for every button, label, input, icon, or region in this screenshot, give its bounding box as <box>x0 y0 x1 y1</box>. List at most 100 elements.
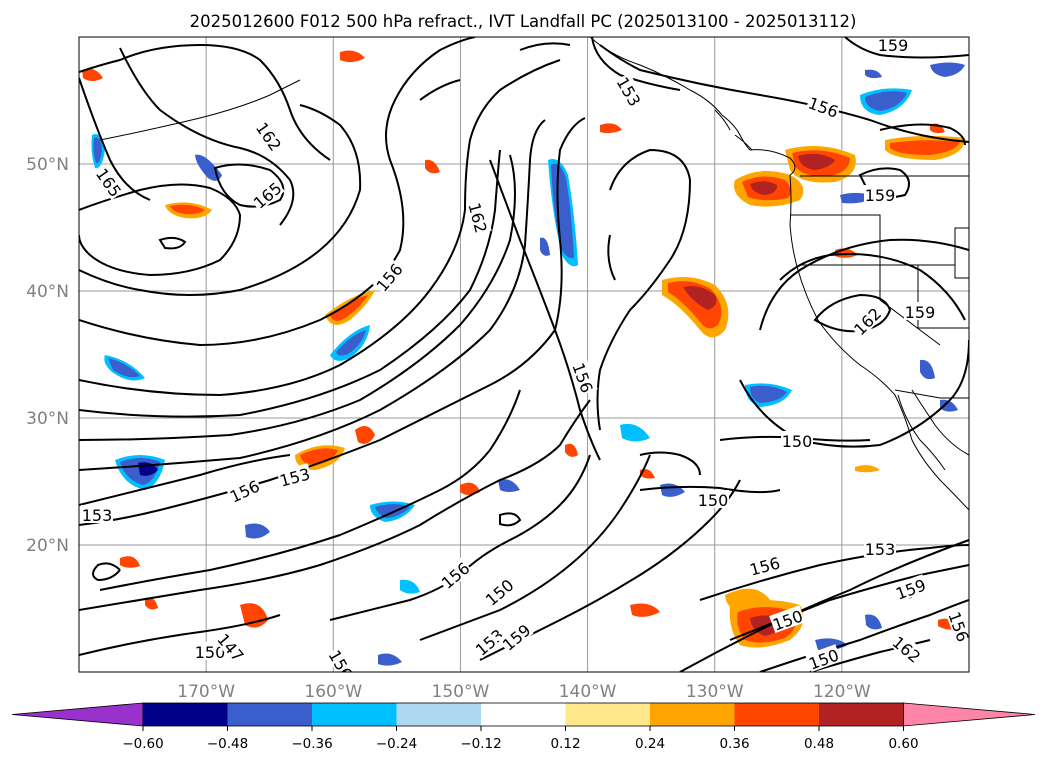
colorbar-segment <box>650 703 735 726</box>
contour-line <box>419 79 461 101</box>
contour-line <box>79 59 561 397</box>
patch-pos <box>330 295 368 321</box>
patch-neg <box>378 653 402 666</box>
lat-tick-label: 40°N <box>26 282 69 302</box>
state-border-3 <box>879 265 941 346</box>
contour-line <box>599 44 969 143</box>
colorbar-segment <box>734 703 819 726</box>
colorbar-extend-max <box>903 702 1036 727</box>
patch-pos <box>683 286 717 310</box>
contour-line <box>79 37 476 347</box>
contour-label-text: 150 <box>195 643 226 662</box>
lat-tick-label: 50°N <box>26 155 69 175</box>
colorbar-tick-label: −0.12 <box>460 736 501 752</box>
contour-line <box>639 485 781 494</box>
contour-line <box>519 42 571 51</box>
contour-line <box>779 253 966 321</box>
state-border-4 <box>917 265 969 329</box>
contour-line <box>92 562 121 582</box>
contour-line <box>79 183 242 277</box>
colorbar-tick-label: 0.36 <box>719 736 749 752</box>
patch-neg <box>815 638 848 651</box>
patch-neg <box>195 154 222 181</box>
contour-line <box>639 451 701 476</box>
colorbar-segment <box>312 703 397 726</box>
colorbar-outline <box>142 702 904 727</box>
patch-neg <box>540 237 550 256</box>
contour-label: 150 <box>805 644 841 672</box>
contour-label: 156 <box>746 552 783 580</box>
contour-line <box>329 454 591 621</box>
patch-pos <box>300 448 338 465</box>
patch-neg <box>400 579 420 594</box>
baja <box>897 394 946 471</box>
patch-neg <box>620 423 650 442</box>
contour-label-text: 159 <box>905 303 936 322</box>
patch-neg <box>865 69 882 79</box>
patch-pos <box>340 50 365 63</box>
contour-line <box>879 123 966 146</box>
contour-line <box>158 236 187 250</box>
contour-line <box>813 293 892 333</box>
gulf-california <box>911 389 969 456</box>
map-background <box>79 37 969 672</box>
patch-neg <box>108 358 140 378</box>
contour-label: 150 <box>194 642 226 662</box>
contour-line <box>79 149 501 418</box>
contour-line <box>419 454 651 641</box>
contour-label: 150 <box>697 490 729 510</box>
contour-label: 159 <box>877 36 909 55</box>
patch-pos <box>600 123 622 134</box>
lat-tick-label: 20°N <box>26 536 69 556</box>
contour-label: 159 <box>904 302 936 322</box>
alaska-coast <box>589 37 796 176</box>
contour-line <box>79 454 291 506</box>
patch-neg <box>498 479 520 492</box>
patch-neg <box>336 330 366 356</box>
lon-tick-label: 140°W <box>559 682 617 702</box>
aleutian-chain <box>99 79 301 141</box>
contour-line <box>99 389 521 591</box>
colorbar-tick-label: −0.36 <box>291 736 332 752</box>
lon-tick-label: 160°W <box>304 682 362 702</box>
height-contours <box>79 37 969 672</box>
contour-line <box>607 234 616 281</box>
contour-label-text: 159 <box>878 36 909 55</box>
na-west-coast <box>789 174 969 511</box>
contour-line <box>79 614 281 656</box>
contour-label-text: 153 <box>865 540 896 559</box>
figure-title: 2025012600 F012 500 hPa refract., IVT La… <box>190 12 857 31</box>
patch-pos <box>170 204 205 215</box>
contour-line <box>844 37 969 59</box>
colorbar-tick-label: 0.48 <box>804 736 834 752</box>
contour-line <box>119 47 295 226</box>
contour-line <box>809 639 931 672</box>
lon-tick-label: 130°W <box>686 682 744 702</box>
contour-label-text: 153 <box>82 506 113 525</box>
positive-anomaly-patches <box>82 50 965 648</box>
patch-pos <box>798 153 835 170</box>
contour-line <box>79 43 331 161</box>
contour-line <box>79 117 586 526</box>
patch-pos <box>82 68 103 81</box>
contour-line <box>596 148 692 431</box>
colorbar-tick-label: −0.24 <box>376 736 417 752</box>
colorbar-tick-label: −0.60 <box>122 736 163 752</box>
contour-line <box>679 539 969 672</box>
contour-line <box>759 599 969 672</box>
contour-label-text: 150 <box>698 491 729 510</box>
colorbar: −0.60 −0.48 −0.36 −0.24 −0.12 0.12 0.24 0.36 0.4… <box>11 702 1036 752</box>
mexico-border <box>894 389 969 399</box>
contour-line <box>699 544 969 601</box>
contour-line <box>79 104 362 296</box>
coastlines <box>99 37 969 511</box>
contour-line <box>759 238 969 331</box>
colorbar-segment <box>396 703 481 726</box>
colorbar-tick-label: 0.12 <box>550 736 580 752</box>
colorbar-segment <box>481 703 566 726</box>
patch-neg <box>930 62 965 77</box>
shaded-field <box>82 50 965 666</box>
lon-tick-label: 170°W <box>177 682 235 702</box>
state-border-5 <box>954 227 969 279</box>
